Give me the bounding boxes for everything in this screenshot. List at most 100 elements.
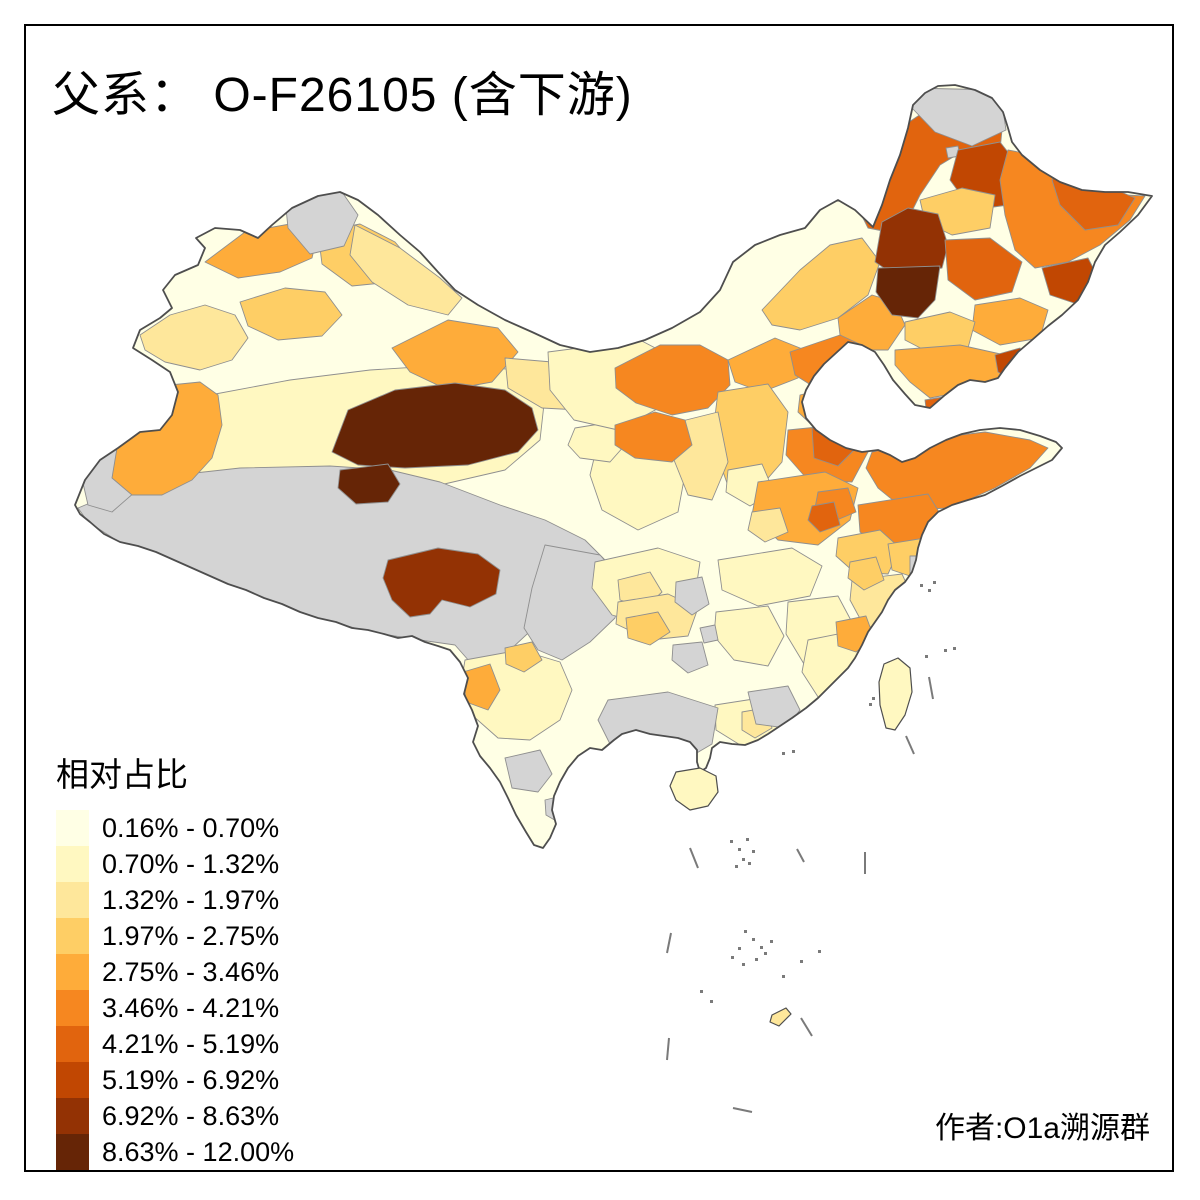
legend-swatch-6 [56, 990, 89, 1026]
legend-row: 3.46% - 4.21% [56, 990, 294, 1026]
islet-dot [933, 581, 936, 584]
region-shanghai-grey [909, 555, 929, 579]
legend-label: 0.16% - 0.70% [102, 812, 280, 843]
region-shandong-dark [879, 404, 926, 441]
dash-line-segment [800, 1017, 813, 1037]
islet-dot [928, 589, 931, 592]
region-urumqi-changji [239, 287, 343, 341]
region-taiwan [878, 657, 913, 731]
islet-dot [730, 840, 733, 843]
china-outline [74, 84, 1153, 849]
islet-dot [731, 956, 734, 959]
region-hainan [669, 767, 719, 811]
legend-label: 6.92% - 8.63% [102, 1100, 280, 1131]
islet-dot [760, 946, 763, 949]
legend-row: 1.32% - 1.97% [56, 882, 294, 918]
region-ili-valley [139, 304, 249, 371]
legend-row: 5.19% - 6.92% [56, 1062, 294, 1098]
islet-dot [738, 848, 741, 851]
islet-dot [744, 930, 747, 933]
islet-dot [869, 703, 872, 706]
islet-dot [782, 752, 785, 755]
islet-dot [953, 647, 956, 650]
legend-row: 0.70% - 1.32% [56, 846, 294, 882]
region-yunnan-mid [504, 641, 543, 673]
page-title: 父系： O-F26105 (含下游) [52, 69, 633, 122]
region-guizhou-grey-dot [699, 624, 719, 644]
region-dandong [994, 347, 1033, 383]
legend-row: 4.21% - 5.19% [56, 1026, 294, 1062]
islet-dot [738, 947, 741, 950]
region-golog-blob [337, 463, 401, 505]
legend-label: 1.97% - 2.75% [102, 920, 280, 951]
islet-dot [746, 838, 749, 841]
legend-label: 5.19% - 6.92% [102, 1064, 280, 1095]
region-ningxia [614, 411, 693, 463]
islet-dot [748, 862, 751, 865]
region-chongqing-grey [674, 576, 710, 616]
legend-swatch-2 [56, 846, 89, 882]
islet-dot [800, 960, 803, 963]
legend-row: 1.97% - 2.75% [56, 918, 294, 954]
legend-row: 8.63% - 12.00% [56, 1134, 294, 1170]
region-yunnan-south-grey1 [504, 749, 553, 793]
islet-dot [755, 958, 758, 961]
islet-dot [925, 655, 928, 658]
south-china-sea-dashes [666, 581, 956, 1113]
legend-swatch-7 [56, 1026, 89, 1062]
region-shandong [865, 431, 1049, 511]
legend-swatch-8 [56, 1062, 89, 1098]
dash-line-segment [666, 1037, 670, 1061]
islet-dot [920, 584, 923, 587]
legend-label: 2.75% - 3.46% [102, 956, 280, 987]
region-hubei [717, 547, 823, 607]
region-songyuan-dark [875, 265, 941, 319]
legend-swatch-9 [56, 1098, 89, 1134]
islet-dot [735, 865, 738, 868]
region-hohhot-ulanqab [727, 337, 806, 393]
region-xuzhou-dark [807, 501, 841, 533]
legend-swatch-3 [56, 882, 89, 918]
legend-row: 2.75% - 3.46% [56, 954, 294, 990]
region-hunan-west-grey [671, 641, 709, 674]
islet-dot [742, 963, 745, 966]
region-zhejiang-coast [847, 556, 885, 591]
dash-line-segment [732, 1107, 753, 1113]
dash-line-segment [689, 847, 699, 869]
islet-dot [710, 1000, 713, 1003]
dash-line-segment [905, 735, 915, 755]
islet-dot [752, 850, 755, 853]
legend-label: 8.63% - 12.00% [102, 1136, 295, 1167]
legend-label: 0.70% - 1.32% [102, 848, 280, 879]
islet-dot [944, 649, 947, 652]
legend-swatch-10 [56, 1134, 89, 1170]
region-paracel-island [769, 1007, 792, 1027]
region-harbin [944, 237, 1023, 301]
legend-row: 0.16% - 0.70% [56, 810, 294, 846]
region-lhasa-shannan [382, 547, 501, 618]
legend-label: 3.46% - 4.21% [102, 992, 280, 1023]
legend-swatch-5 [56, 954, 89, 990]
islet-dot [752, 938, 755, 941]
region-haixi [331, 382, 539, 469]
islet-dot [792, 750, 795, 753]
dash-line-segment [928, 676, 934, 700]
legend-row: 6.92% - 8.63% [56, 1098, 294, 1134]
legend-title: 相对占比 [56, 756, 188, 793]
legend-rows: 0.16% - 0.70% 0.70% - 1.32% 1.32% - 1.97% 1… [56, 810, 294, 1170]
islet-dot [770, 940, 773, 943]
dash-line-segment [796, 848, 805, 863]
dash-line-segment [666, 932, 672, 954]
legend-swatch-1 [56, 810, 89, 846]
attribution: 作者:O1a溯源群 [934, 1112, 1150, 1145]
region-guizhou-patch [625, 611, 671, 646]
islet-dot [764, 952, 767, 955]
islet-dot [818, 950, 821, 953]
region-jiuquan [391, 319, 519, 391]
region-quanzhou [835, 615, 875, 653]
region-liaoning-dark [924, 394, 969, 433]
region-nanyang-pale [747, 507, 789, 543]
islet-dot [742, 858, 745, 861]
